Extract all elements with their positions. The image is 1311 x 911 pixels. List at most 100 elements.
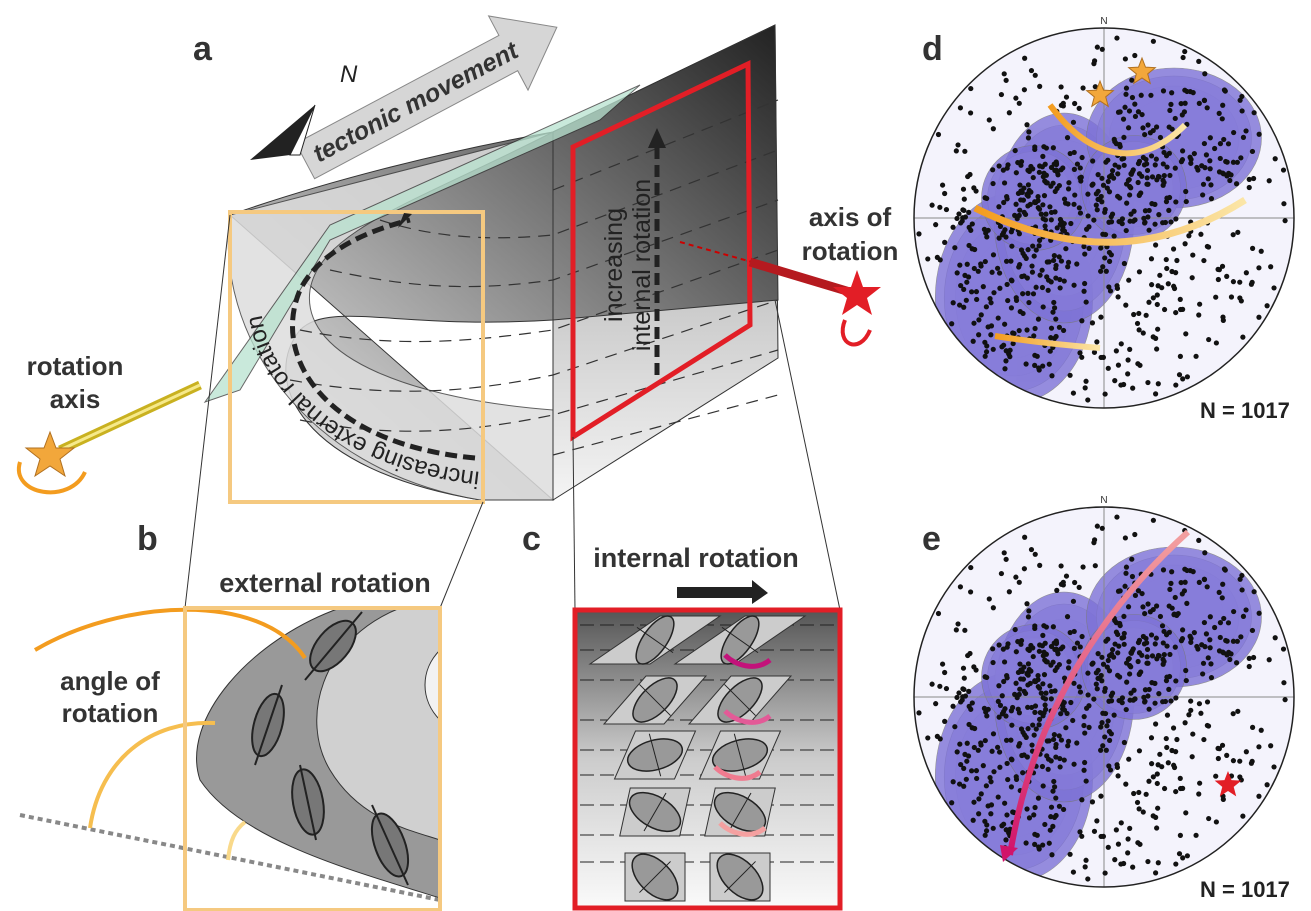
pole-dot (996, 315, 1001, 320)
pole-dot (1168, 219, 1173, 224)
pole-dot (1265, 303, 1270, 308)
pole-dot (1217, 590, 1222, 595)
pole-dot (1014, 170, 1019, 175)
panel-label: c (522, 520, 541, 558)
pole-dot (1163, 220, 1168, 225)
pole-dot (984, 343, 989, 348)
pole-dot (1149, 256, 1154, 261)
pole-dot (1060, 644, 1065, 649)
pole-dot (1034, 247, 1039, 252)
pole-dot (1142, 699, 1147, 704)
pole-dot (1045, 659, 1050, 664)
pole-dot (1106, 658, 1111, 663)
pole-dot (1174, 258, 1179, 263)
pole-dot (1026, 300, 1031, 305)
pole-dot (1221, 616, 1226, 621)
pole-dot (1104, 748, 1109, 753)
pole-dot (969, 289, 974, 294)
pole-dot (1231, 609, 1236, 614)
pole-dot (988, 811, 993, 816)
pole-dot (1107, 668, 1112, 673)
pole-dot (1071, 283, 1076, 288)
pole-dot (1107, 259, 1112, 264)
pole-dot (1063, 246, 1068, 251)
pole-dot (1053, 795, 1058, 800)
pole-dot (1235, 709, 1240, 714)
pole-dot (1281, 680, 1286, 685)
pole-dot (1040, 154, 1045, 159)
pole-dot (1114, 283, 1119, 288)
pole-dot (1009, 278, 1014, 283)
pole-dot (1205, 105, 1210, 110)
pole-dot (925, 256, 930, 261)
pole-dot (1059, 103, 1064, 108)
pole-dot (1267, 178, 1272, 183)
count-label: N = 1017 (1200, 877, 1290, 902)
pole-dot (990, 181, 995, 186)
pole-dot (929, 203, 934, 208)
pole-dot (1250, 725, 1255, 730)
pole-dot (1106, 699, 1111, 704)
pole-dot (1002, 801, 1007, 806)
pole-dot (1098, 269, 1103, 274)
pole-dot (962, 197, 967, 202)
pole-dot (995, 266, 1000, 271)
pole-dot (1118, 861, 1123, 866)
pole-dot (1106, 366, 1111, 371)
pole-dot (1079, 634, 1084, 639)
pole-dot (1017, 692, 1022, 697)
pole-dot (1080, 564, 1085, 569)
pole-dot (1022, 87, 1027, 92)
orange-star (26, 432, 74, 476)
pole-dot (1148, 93, 1153, 98)
pole-dot (1020, 730, 1025, 735)
pole-dot (1004, 557, 1009, 562)
pole-dot (976, 332, 981, 337)
pole-dot (1077, 585, 1082, 590)
north-label: N (340, 61, 358, 88)
pole-dot (1141, 809, 1146, 814)
red-star (833, 270, 881, 315)
pole-dot (1125, 836, 1130, 841)
pole-dot (1057, 254, 1062, 259)
pole-dot (1158, 135, 1163, 140)
pole-dot (1017, 231, 1022, 236)
pole-dot (1159, 764, 1164, 769)
pole-dot (1151, 334, 1156, 339)
pole-dot (1002, 322, 1007, 327)
pole-dot (1119, 156, 1124, 161)
pole-dot (1181, 55, 1186, 60)
pole-dot (1115, 171, 1120, 176)
pole-dot (1102, 255, 1107, 260)
pole-dot (1031, 333, 1036, 338)
pole-dot (1110, 168, 1115, 173)
pole-dot (1106, 220, 1111, 225)
pole-dot (1100, 264, 1105, 269)
pole-dot (1201, 661, 1206, 666)
pole-dot (996, 794, 1001, 799)
pole-dot (1188, 157, 1193, 162)
pole-dot (1167, 603, 1172, 608)
pole-dot (1156, 212, 1161, 217)
pole-dot (1231, 279, 1236, 284)
pole-dot (1009, 784, 1014, 789)
pole-dot (1051, 300, 1056, 305)
stereonet-e: e N N = 1017 (914, 495, 1294, 902)
pole-dot (1202, 550, 1207, 555)
pole-dot (1103, 870, 1108, 875)
pole-dot (1066, 665, 1071, 670)
pole-dot (1118, 588, 1123, 593)
pole-dot (1017, 710, 1022, 715)
pole-dot (1036, 722, 1041, 727)
pole-dot (1194, 644, 1199, 649)
pole-dot (1237, 280, 1242, 285)
pole-dot (1077, 106, 1082, 111)
pole-dot (1061, 807, 1066, 812)
pole-dot (1173, 116, 1178, 121)
pole-dot (1243, 128, 1248, 133)
pole-dot (961, 687, 966, 692)
pole-dot (1151, 39, 1156, 44)
pole-dot (1281, 646, 1286, 651)
pole-dot (987, 596, 992, 601)
pole-dot (1144, 792, 1149, 797)
